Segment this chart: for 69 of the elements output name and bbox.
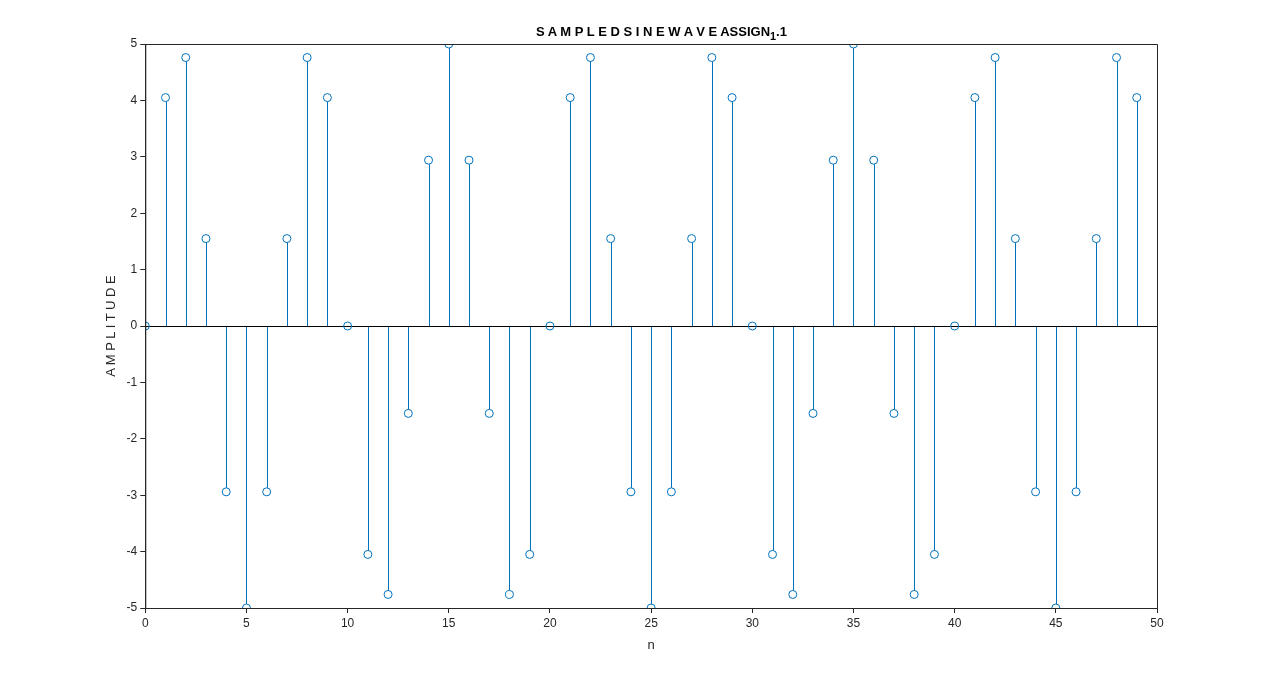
x-tick-label: 50: [1150, 615, 1164, 630]
point: [322, 93, 332, 103]
point: [1071, 487, 1081, 497]
point: [788, 589, 798, 599]
y-tick-label: 1: [130, 261, 138, 276]
point: [403, 408, 413, 418]
point: [282, 234, 292, 244]
point: [585, 53, 595, 63]
point: [990, 53, 1000, 63]
x-tick-label: 10: [340, 615, 355, 630]
point: [181, 53, 191, 63]
point: [929, 549, 939, 559]
point: [869, 155, 879, 165]
point: [727, 93, 737, 103]
y-tick-label: 5: [130, 36, 138, 51]
point: [383, 589, 393, 599]
x-tick-label: 30: [745, 615, 760, 630]
x-tick-label: 25: [644, 615, 659, 630]
y-tick-label: 2: [130, 205, 138, 220]
x-tick-label: 15: [442, 615, 456, 630]
point: [1112, 53, 1122, 63]
y-tick-label: -1: [126, 374, 138, 389]
point: [484, 408, 494, 418]
point: [666, 487, 676, 497]
point: [950, 321, 960, 331]
point: [363, 549, 373, 559]
point: [262, 487, 272, 497]
point: [909, 589, 919, 599]
y-tick-label: -3: [126, 487, 138, 502]
x-tick-label: 45: [1049, 615, 1063, 630]
point: [1091, 234, 1101, 244]
point: [343, 321, 353, 331]
point: [464, 155, 474, 165]
y-tick-label: -5: [126, 600, 138, 615]
point: [768, 549, 778, 559]
point: [1010, 234, 1020, 244]
y-tick-label: -2: [126, 431, 138, 446]
y-tick-label: 3: [130, 149, 138, 164]
y-axis-title: A M P L I T U D E: [103, 274, 119, 377]
point: [424, 155, 434, 165]
chart-title: S A M P L E D S I N E W A V E ASSIGN$_{1}$.1: [535, 24, 788, 42]
point: [161, 93, 171, 103]
point: [707, 53, 717, 63]
y-tick-label: 0: [130, 318, 138, 333]
x-axis-title: n: [647, 636, 655, 652]
point: [221, 487, 231, 497]
point: [525, 549, 535, 559]
point: [970, 93, 980, 103]
x-tick-label: 5: [243, 615, 251, 630]
point: [747, 321, 757, 331]
point: [504, 589, 514, 599]
point: [687, 234, 697, 244]
x-tick-label: 40: [947, 615, 962, 630]
point: [828, 155, 838, 165]
point: [889, 408, 899, 418]
point: [1132, 93, 1142, 103]
point: [1031, 487, 1041, 497]
y-tick-label: 4: [130, 92, 138, 107]
point: [302, 53, 312, 63]
point: [565, 93, 575, 103]
point: [201, 234, 211, 244]
x-tick-label: 35: [846, 615, 861, 630]
point: [545, 321, 555, 331]
y-tick-label: -4: [126, 543, 138, 558]
x-tick-label: 0: [141, 615, 149, 630]
point: [606, 234, 616, 244]
point: [626, 487, 636, 497]
x-tick-label: 20: [543, 615, 557, 630]
point: [808, 408, 818, 418]
